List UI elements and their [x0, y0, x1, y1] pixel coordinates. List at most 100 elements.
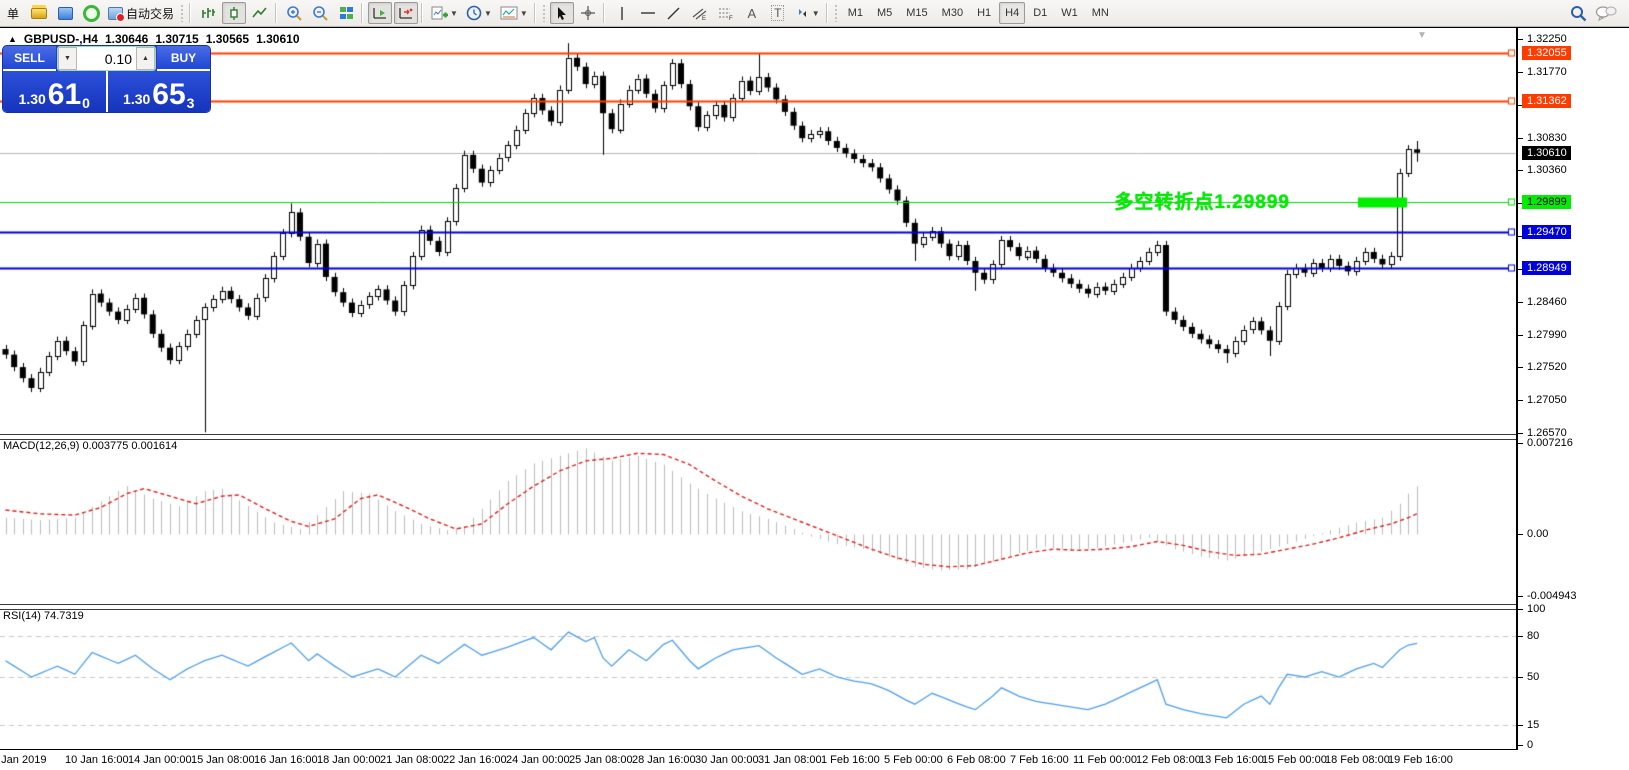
- buy-price-small: 1.30: [123, 91, 151, 107]
- time-axis-label: 18 Feb 08:00: [1325, 754, 1390, 766]
- sell-button[interactable]: SELL: [3, 46, 56, 71]
- price-tick-label: 1.31770: [1527, 66, 1567, 78]
- timeframe-h4[interactable]: H4: [999, 2, 1026, 24]
- vertical-line-tool[interactable]: [610, 2, 634, 24]
- axis-tick-mark: [1518, 534, 1523, 535]
- axis-tick-mark: [1518, 105, 1523, 106]
- ohlc-low: 1.30565: [205, 32, 250, 46]
- price-chart-canvas[interactable]: [0, 28, 1517, 434]
- arrows-tool[interactable]: ▼: [792, 2, 823, 24]
- time-axis-label: 16 Jan 16:00: [254, 754, 318, 766]
- time-axis-label: 10 Jan 16:00: [65, 754, 129, 766]
- chat-icon[interactable]: [1592, 2, 1620, 24]
- line-chart-icon[interactable]: [248, 2, 272, 24]
- add-indicator-button[interactable]: ▼: [428, 2, 461, 24]
- sell-price-small: 1.30: [18, 91, 46, 107]
- time-axis-label: 22 Jan 16:00: [443, 754, 507, 766]
- volume-decrease-button[interactable]: ▼: [58, 47, 77, 70]
- buy-price-sup: 3: [186, 95, 195, 111]
- text-label-tool[interactable]: T: [766, 2, 790, 24]
- price-tick-label: 1.30360: [1527, 164, 1567, 176]
- buy-price-big: 65: [152, 78, 186, 111]
- timeframe-m30[interactable]: M30: [941, 7, 964, 19]
- axis-tick-mark: [1518, 269, 1523, 270]
- timeframe-mn[interactable]: MN: [1091, 7, 1109, 19]
- bar-chart-icon[interactable]: [196, 2, 220, 24]
- price-axis[interactable]: 1.322501.317701.313001.308301.303601.298…: [1518, 28, 1629, 770]
- scroll-indicator-icon: ▼: [1417, 30, 1427, 41]
- timeframe-h1[interactable]: H1: [977, 7, 992, 19]
- timeframe-m15[interactable]: M15: [906, 7, 928, 19]
- axis-tick-mark: [1518, 596, 1523, 597]
- volume-input[interactable]: [77, 47, 136, 70]
- chart-shift-icon[interactable]: [394, 2, 419, 24]
- pivot-annotation-text[interactable]: 多空转折点1.29899: [1114, 192, 1290, 213]
- time-axis-label: 11 Feb 00:00: [1073, 754, 1138, 766]
- svg-text:F: F: [729, 16, 733, 21]
- price-tick-label: 1.30830: [1527, 132, 1567, 144]
- equidistant-channel-tool[interactable]: E: [688, 2, 712, 24]
- price-tick-label: 1.27050: [1527, 394, 1567, 406]
- horizontal-line-tool[interactable]: [636, 2, 660, 24]
- zoom-out-icon[interactable]: [308, 2, 332, 24]
- axis-tick-mark: [1518, 443, 1523, 444]
- axis-tick-mark: [1518, 609, 1523, 610]
- text-label-glyph: T: [771, 5, 785, 21]
- cursor-tool[interactable]: [549, 2, 574, 24]
- time-axis-label: 25 Jan 08:00: [569, 754, 633, 766]
- text-tool[interactable]: A: [740, 2, 764, 24]
- timeframe-d1[interactable]: D1: [1033, 7, 1048, 19]
- time-axis-label: 15 Feb 00:00: [1262, 754, 1327, 766]
- trendline-tool[interactable]: [662, 2, 686, 24]
- new-order-label: 单: [6, 6, 19, 21]
- time-axis-label: 18 Jan 00:00: [317, 754, 381, 766]
- axis-tick-mark: [1518, 203, 1523, 204]
- timeframe-w1[interactable]: W1: [1061, 7, 1078, 19]
- collapse-panel-icon[interactable]: ▲: [8, 34, 17, 44]
- time-axis-label: 28 Jan 16:00: [632, 754, 696, 766]
- data-window-icon[interactable]: [53, 2, 77, 24]
- sell-price-display[interactable]: 1.30 61 0: [3, 71, 106, 112]
- axis-tick-mark: [1518, 745, 1523, 746]
- buy-button[interactable]: BUY: [157, 46, 210, 71]
- time-axis-label: 9 Jan 2019: [0, 754, 47, 766]
- gold-icon[interactable]: [27, 2, 51, 24]
- ohlc-close: 1.30610: [256, 32, 300, 46]
- axis-frame: [0, 749, 1518, 750]
- axis-tick-mark: [1518, 72, 1523, 73]
- macd-chart-canvas[interactable]: [0, 437, 1517, 604]
- candlestick-chart-icon[interactable]: [222, 2, 247, 24]
- pane-separator[interactable]: [0, 604, 1517, 610]
- ohlc-high: 1.30715: [155, 32, 199, 46]
- volume-increase-button[interactable]: ▲: [136, 47, 155, 70]
- periods-button[interactable]: ▼: [463, 2, 495, 24]
- timeframe-m1[interactable]: M1: [847, 7, 863, 19]
- timeframe-group: M1 M5 M15 M30 H1 H4 D1 W1 MN: [841, 2, 1116, 24]
- timeframe-m5[interactable]: M5: [876, 7, 893, 19]
- buy-price-display[interactable]: 1.30 65 3: [107, 71, 210, 112]
- time-axis-label: 15 Jan 08:00: [191, 754, 255, 766]
- auto-scroll-icon[interactable]: [368, 2, 393, 24]
- macd-axis-label: -0.004943: [1527, 590, 1577, 602]
- axis-tick-mark: [1518, 636, 1523, 637]
- pane-separator[interactable]: [0, 434, 1517, 440]
- fibonacci-tool[interactable]: F: [714, 2, 738, 24]
- time-axis-label: 6 Feb 08:00: [947, 754, 1006, 766]
- crosshair-tool[interactable]: [576, 2, 600, 24]
- rsi-axis-label: 80: [1527, 630, 1540, 642]
- zoom-in-icon[interactable]: [282, 2, 306, 24]
- autotrading-button[interactable]: 自动交易: [105, 2, 177, 24]
- rsi-chart-canvas[interactable]: [0, 607, 1517, 749]
- search-icon[interactable]: [1566, 2, 1590, 24]
- templates-button[interactable]: ▼: [497, 2, 531, 24]
- signal-icon[interactable]: [79, 2, 103, 24]
- tile-windows-icon[interactable]: [334, 2, 358, 24]
- chevron-down-icon: ▼: [483, 8, 492, 18]
- macd-indicator-label: MACD(12,26,9) 0.003775 0.001614: [3, 440, 178, 452]
- price-tick-label: 1.27520: [1527, 361, 1567, 373]
- new-order-button[interactable]: 单: [1, 2, 25, 24]
- price-tick-label: 1.26570: [1527, 427, 1567, 439]
